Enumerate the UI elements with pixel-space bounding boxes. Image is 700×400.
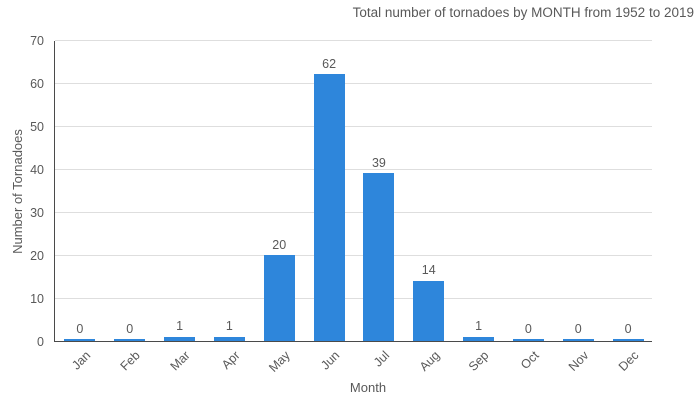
bar-dec bbox=[612, 339, 644, 341]
x-tick-label-feb: Feb bbox=[117, 348, 143, 374]
x-tick-label-jun: Jun bbox=[318, 348, 343, 373]
bar-sep bbox=[463, 336, 495, 341]
bar-value-label-jan: 0 bbox=[76, 321, 84, 336]
x-tick-label-aug: Aug bbox=[416, 348, 442, 374]
bar-nov bbox=[562, 339, 594, 341]
x-axis-title: Month bbox=[349, 380, 387, 395]
bar-mar bbox=[164, 336, 196, 341]
bar-apr bbox=[213, 336, 245, 341]
gridline-y-50 bbox=[55, 126, 652, 127]
bar-value-label-may: 20 bbox=[272, 237, 287, 252]
chart-title: Total number of tornadoes by MONTH from … bbox=[352, 5, 694, 20]
y-axis-title: Number of Tornadoes bbox=[9, 129, 25, 254]
x-tick-label-sep: Sep bbox=[466, 348, 492, 374]
x-tick-label-nov: Nov bbox=[565, 348, 592, 374]
x-tick-label-jul: Jul bbox=[370, 348, 393, 370]
bar-value-label-mar: 1 bbox=[176, 319, 184, 334]
y-tick-label-50: 50 bbox=[30, 120, 44, 134]
gridline-y-20 bbox=[55, 255, 652, 256]
y-tick-label-40: 40 bbox=[30, 163, 44, 177]
bar-aug bbox=[413, 280, 445, 341]
gridline-y-40 bbox=[55, 169, 652, 170]
y-tick-label-20: 20 bbox=[30, 249, 44, 263]
y-tick-label-30: 30 bbox=[30, 206, 44, 220]
bar-oct bbox=[512, 339, 544, 341]
bar-value-label-jun: 62 bbox=[322, 56, 337, 71]
plot-area: 0 0 1 1 20 62 39 14 1 0 0 0 bbox=[54, 40, 652, 342]
bar-jan bbox=[64, 339, 96, 341]
x-tick-label-oct: Oct bbox=[517, 348, 542, 372]
bar-value-label-aug: 14 bbox=[421, 263, 436, 278]
y-tick-label-60: 60 bbox=[30, 77, 44, 91]
y-tick-label-10: 10 bbox=[30, 292, 44, 306]
bar-jul bbox=[363, 173, 395, 341]
bar-value-label-feb: 0 bbox=[126, 321, 134, 336]
x-tick-label-dec: Dec bbox=[615, 348, 642, 374]
gridline-y-60 bbox=[55, 83, 652, 84]
bar-value-label-nov: 0 bbox=[574, 321, 582, 336]
y-tick-label-70: 70 bbox=[30, 34, 44, 48]
bar-jun bbox=[313, 74, 345, 341]
x-tick-label-may: May bbox=[265, 348, 293, 375]
bar-value-label-oct: 0 bbox=[524, 321, 532, 336]
x-tick-label-jan: Jan bbox=[68, 348, 94, 373]
x-tick-label-apr: Apr bbox=[218, 348, 243, 372]
y-tick-label-0: 0 bbox=[37, 335, 44, 349]
gridline-y-30 bbox=[55, 212, 652, 213]
x-tick-label-mar: Mar bbox=[167, 348, 193, 374]
bar-value-label-apr: 1 bbox=[225, 319, 233, 334]
bar-may bbox=[263, 255, 295, 341]
bar-value-label-dec: 0 bbox=[624, 321, 632, 336]
gridline-y-10 bbox=[55, 298, 652, 299]
bar-feb bbox=[114, 339, 146, 341]
bar-value-label-jul: 39 bbox=[371, 155, 386, 170]
bar-value-label-sep: 1 bbox=[475, 319, 483, 334]
gridline-y-70 bbox=[55, 40, 652, 41]
